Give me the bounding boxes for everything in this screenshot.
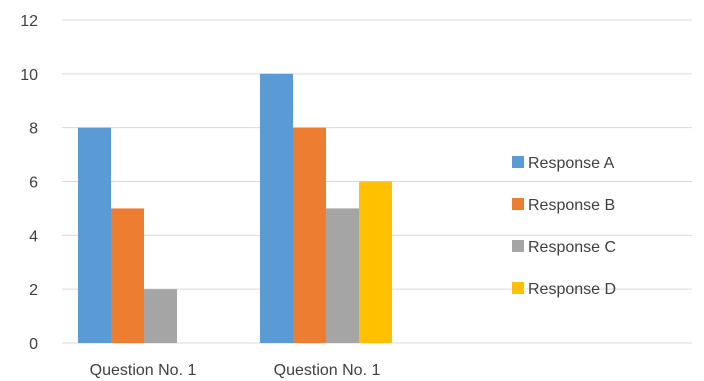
legend-label: Response A xyxy=(528,155,615,172)
bar-response-c xyxy=(144,289,177,343)
y-tick-label: 0 xyxy=(29,336,38,353)
bars xyxy=(78,73,392,344)
y-tick-label: 10 xyxy=(20,67,38,84)
legend-label: Response D xyxy=(528,281,616,298)
bar-response-b xyxy=(293,127,326,344)
y-axis-ticks: 0 2 4 6 8 10 12 xyxy=(20,13,38,353)
legend-swatch xyxy=(512,240,524,252)
bar-response-d xyxy=(359,181,392,343)
legend-swatch xyxy=(512,198,524,210)
bar-response-a xyxy=(78,127,111,344)
legend-label: Response C xyxy=(528,239,616,256)
bar-response-b xyxy=(111,208,144,343)
x-axis-categories: Question No. 1 Question No. 1 xyxy=(90,362,381,379)
legend: Response A Response B Response C Response D xyxy=(512,155,616,298)
legend-swatch xyxy=(512,156,524,168)
y-tick-label: 8 xyxy=(29,121,38,138)
y-tick-label: 6 xyxy=(29,175,38,192)
bar-response-a xyxy=(260,73,293,343)
x-category-label: Question No. 1 xyxy=(274,362,381,379)
x-category-label: Question No. 1 xyxy=(90,362,197,379)
legend-swatch xyxy=(512,282,524,294)
legend-label: Response B xyxy=(528,197,615,214)
y-tick-label: 2 xyxy=(29,282,38,299)
y-tick-label: 4 xyxy=(29,228,38,245)
bar-response-c xyxy=(326,208,359,343)
y-tick-label: 12 xyxy=(20,13,38,30)
